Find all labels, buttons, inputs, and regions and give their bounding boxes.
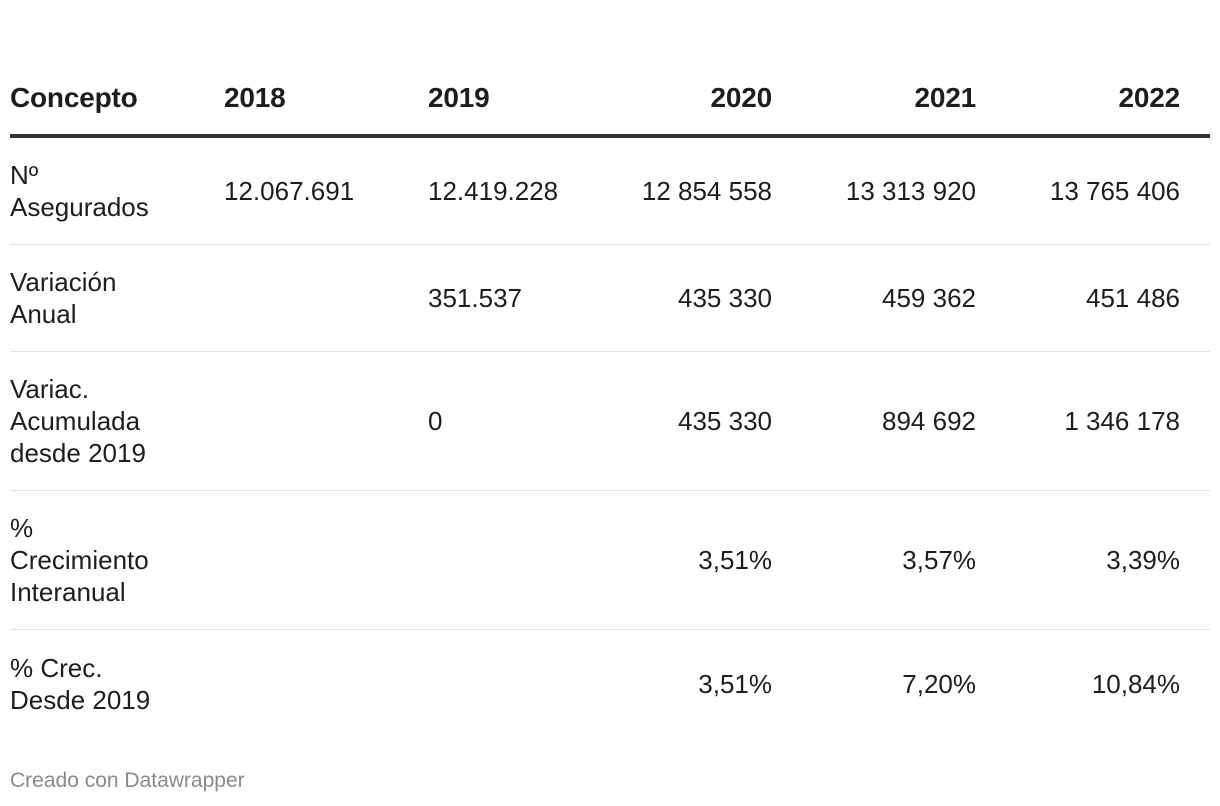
table-cell: 451 486 (1006, 244, 1210, 352)
table-cell: 13 313 920 (802, 136, 1006, 245)
table-cell (224, 351, 428, 491)
table-cell: 459 362 (802, 244, 1006, 352)
column-header-2022: 2022 (1006, 62, 1210, 138)
table-cell: 12.419.228 (428, 136, 598, 245)
column-header-2020: 2020 (598, 62, 802, 138)
footer-credit: Creado con Datawrapper (10, 769, 245, 792)
table-cell: 894 692 (802, 351, 1006, 491)
table-row: Nº Asegurados 12.067.691 12.419.228 12 8… (10, 136, 1210, 245)
table-cell (224, 244, 428, 352)
row-label: % Crec. Desde 2019 (10, 653, 151, 715)
table-cell: 10,84% (1091, 669, 1180, 699)
column-header-2021: 2021 (802, 62, 1006, 138)
data-table: Concepto 2018 2019 2020 2021 2022 Nº Ase… (10, 62, 1210, 738)
row-label: Variación Anual (10, 244, 224, 352)
data-table-container: Concepto 2018 2019 2020 2021 2022 Nº Ase… (10, 62, 1210, 738)
table-row: % Crecimiento Interanual 3,51% 3,57% 3,3… (10, 490, 1210, 630)
table-header: Concepto 2018 2019 2020 2021 2022 (10, 62, 1210, 138)
table-cell: 12.067.691 (224, 136, 428, 245)
row-label: Variac. Acumulada desde 2019 (10, 351, 224, 491)
row-label: % Crecimiento Interanual (10, 490, 224, 630)
table-cell: 3,39% (1006, 490, 1210, 630)
table-cell: 13 765 406 (1006, 136, 1210, 245)
table-cell: 351.537 (428, 244, 598, 352)
table-row: Variac. Acumulada desde 2019 0 435 330 8… (10, 351, 1210, 491)
header-row: Concepto 2018 2019 2020 2021 2022 (10, 62, 1210, 138)
table-cell: 0 (428, 351, 598, 491)
table-cell: 435 330 (598, 244, 802, 352)
table-cell (224, 490, 428, 630)
table-cell: 12 854 558 (598, 136, 802, 245)
table-cell: 3,51% (698, 669, 772, 699)
column-header-concepto: Concepto (10, 62, 224, 138)
column-header-2019: 2019 (428, 62, 598, 138)
table-cell: 7,20% (902, 669, 976, 699)
table-cell: 3,51% (598, 490, 802, 630)
row-label: Nº Asegurados (10, 136, 224, 245)
table-cell (428, 630, 598, 739)
table-cell: 1 346 178 (1006, 351, 1210, 491)
table-cell: 435 330 (598, 351, 802, 491)
table-body: Nº Asegurados 12.067.691 12.419.228 12 8… (10, 136, 1210, 738)
table-cell: 3,57% (802, 490, 1006, 630)
table-row: Variación Anual 351.537 435 330 459 362 … (10, 244, 1210, 352)
column-header-2018: 2018 (224, 62, 428, 138)
table-cell (428, 490, 598, 630)
table-cell (224, 630, 428, 739)
table-row: % Crec. Desde 2019 3,51% 7,20% 10,84% (10, 630, 1210, 739)
